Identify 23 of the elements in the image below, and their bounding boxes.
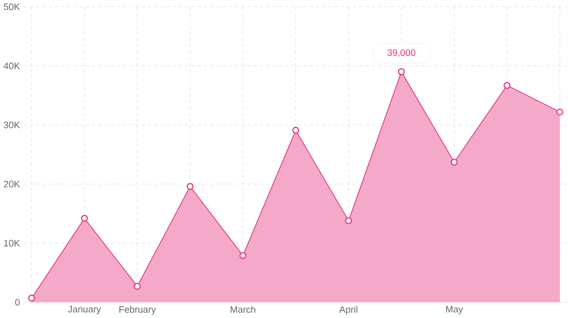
y-tick-label: 40K: [4, 62, 20, 70]
point: [80, 214, 88, 222]
point: [398, 68, 405, 76]
y-tick-label: 30K: [4, 122, 20, 128]
point: [345, 217, 352, 224]
point: [186, 182, 194, 190]
x-tick-label: January: [68, 306, 102, 314]
point: [134, 282, 141, 290]
x-tick-label: April: [339, 306, 358, 315]
x-tick-label: March: [230, 306, 256, 313]
y-tick-label: 10K: [4, 240, 20, 246]
point: [239, 252, 246, 260]
annotation: 39,000: [387, 49, 416, 58]
x-tick-label: February: [119, 306, 156, 315]
point: [28, 294, 36, 302]
point: [556, 108, 564, 116]
x-tick-label: May: [446, 306, 464, 314]
point: [504, 82, 511, 89]
point: [450, 158, 458, 166]
y-tick-label: 50K: [4, 3, 20, 10]
y-tick-label: 0: [15, 298, 20, 306]
point: [292, 126, 300, 134]
y-tick-label: 20K: [4, 180, 20, 188]
